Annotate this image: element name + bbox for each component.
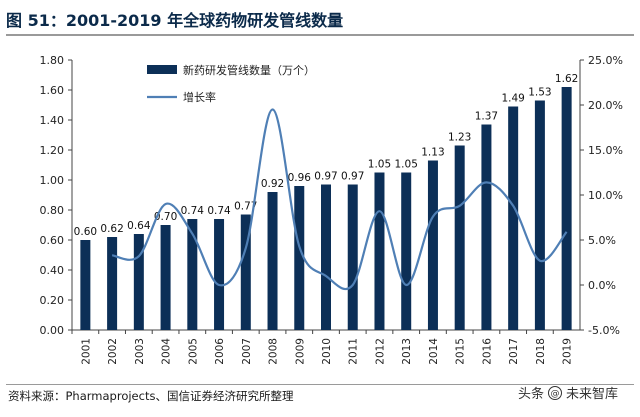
footer-divider — [6, 384, 634, 385]
x-tick-label: 2001 — [80, 338, 92, 365]
bar-data-label: 0.64 — [127, 220, 151, 232]
x-tick-label: 2002 — [107, 338, 119, 365]
bar-data-label: 0.60 — [74, 226, 97, 238]
y-left-tick-label: 1.00 — [40, 174, 65, 187]
legend-line-label: 增长率 — [183, 90, 216, 104]
legend-bar-label: 新药研发管线数量（万个） — [183, 63, 315, 77]
bar-data-label: 1.62 — [555, 73, 578, 85]
x-tick-label: 2007 — [241, 338, 253, 365]
bar-data-label: 1.23 — [448, 132, 471, 144]
chart-svg: 0.00 0.20 0.40 0.60 0.80 1.00 1.20 1.40 1.60 1.80… — [40, 54, 623, 365]
y-left-tick-label: 1.60 — [40, 84, 65, 97]
x-tick-label: 2017 — [508, 338, 520, 365]
bar-data-label: 1.13 — [421, 147, 444, 159]
bar — [107, 237, 118, 330]
bar-data-label: 1.53 — [528, 87, 551, 99]
bar-data-label: 0.62 — [100, 223, 123, 235]
bar-data-label: 1.05 — [368, 159, 391, 171]
bar-data-label: 0.97 — [314, 171, 337, 183]
bar-data-label: 0.92 — [261, 178, 284, 190]
y-right-tick-label: 0.0% — [588, 279, 616, 292]
bar — [347, 184, 358, 330]
bar — [401, 172, 412, 330]
x-tick-label: 2006 — [214, 338, 226, 365]
bar-data-label: 1.05 — [395, 159, 418, 171]
bar — [160, 225, 171, 330]
source-note: 资料来源：Pharmaprojects、国信证券经济研究所整理 — [8, 389, 294, 403]
y-left-tick-label: 1.80 — [40, 54, 65, 67]
y-left-tick-label: 0.40 — [40, 264, 65, 277]
bar-data-label: 0.70 — [154, 211, 177, 223]
legend-bar-swatch — [147, 65, 177, 74]
x-tick-label: 2015 — [455, 338, 467, 365]
x-tick-label: 2013 — [401, 338, 413, 365]
bar-data-label: 0.77 — [234, 201, 257, 213]
bar — [454, 145, 465, 330]
x-tick-label: 2018 — [535, 338, 547, 365]
bar — [561, 87, 572, 330]
bar — [267, 192, 278, 330]
bar-data-label: 0.74 — [181, 205, 205, 217]
x-tick-label: 2008 — [268, 338, 280, 365]
y-right-tick-label: 15.0% — [588, 144, 623, 157]
y-left-tick-label: 0.80 — [40, 204, 65, 217]
bar-data-label: 0.96 — [288, 172, 312, 184]
bar — [321, 184, 331, 330]
y-left-tick-label: 1.40 — [40, 114, 65, 127]
y-left-tick-label: 0.20 — [40, 294, 65, 307]
bar — [534, 100, 545, 330]
bar — [374, 172, 385, 330]
y-left-tick-label: 0.00 — [40, 324, 65, 337]
bar — [481, 124, 492, 330]
x-tick-label: 2019 — [562, 338, 574, 365]
bar — [80, 240, 91, 330]
y-right-tick-label: -5.0% — [588, 324, 620, 337]
bar-data-label: 1.37 — [475, 111, 498, 123]
y-right-tick-label: 20.0% — [588, 99, 623, 112]
bar — [240, 214, 251, 330]
x-tick-label: 2010 — [321, 338, 333, 365]
bar — [508, 106, 519, 330]
growth-rate-line — [111, 108, 568, 291]
y-left-tick-label: 1.20 — [40, 144, 65, 157]
bar — [187, 219, 198, 330]
x-tick-label: 2016 — [481, 338, 493, 365]
bar — [427, 160, 438, 330]
bar-data-label: 1.49 — [501, 93, 524, 105]
x-tick-label: 2005 — [187, 338, 199, 365]
y-right-tick-label: 5.0% — [588, 234, 616, 247]
watermark-prefix: 头条 — [518, 387, 545, 402]
watermark-name: 未来智库 — [566, 387, 619, 402]
x-tick-label: 2014 — [428, 338, 440, 365]
y-left-tick-label: 0.60 — [40, 234, 65, 247]
x-tick-label: 2012 — [374, 338, 386, 365]
x-tick-label: 2003 — [134, 338, 146, 365]
bar-data-label: 0.74 — [207, 205, 231, 217]
bar — [214, 219, 225, 330]
x-tick-label: 2011 — [348, 338, 360, 365]
bar-data-label: 0.97 — [341, 171, 364, 183]
x-tick-label: 2004 — [161, 338, 173, 365]
chart-title: 图 51：2001-2019 年全球药物研发管线数量 — [6, 6, 634, 36]
bar — [294, 186, 305, 330]
at-icon: @ — [548, 385, 563, 400]
watermark: 头条 @ 未来智库 — [518, 383, 618, 402]
y-right-tick-label: 25.0% — [588, 54, 623, 67]
y-right-tick-label: 10.0% — [588, 189, 623, 202]
x-tick-label: 2009 — [294, 338, 306, 365]
bar — [133, 234, 144, 330]
